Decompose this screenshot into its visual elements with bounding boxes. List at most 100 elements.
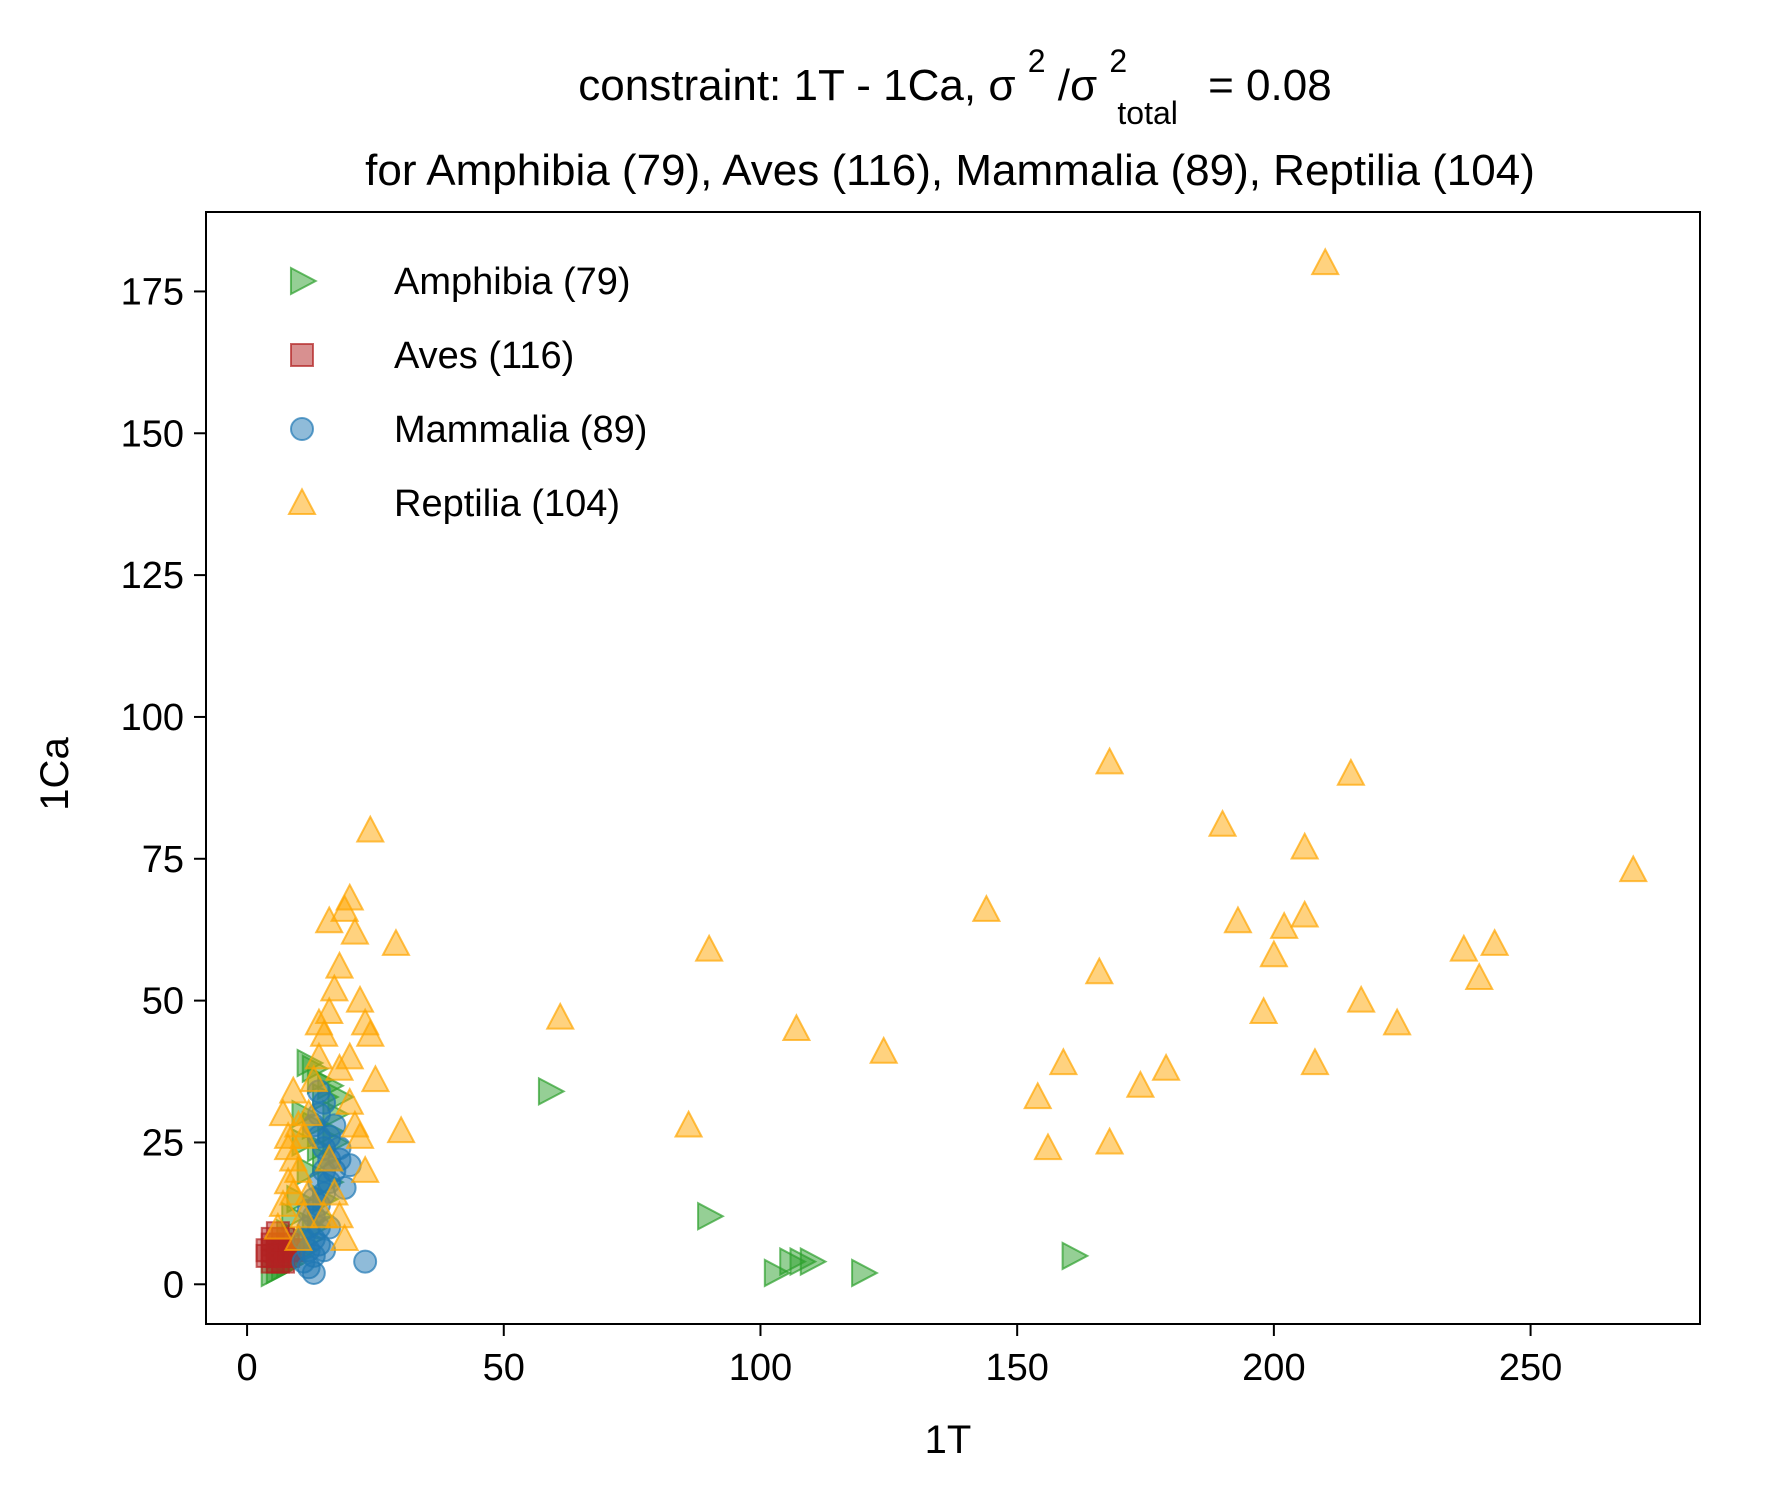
title-sub: total [1117, 95, 1177, 131]
series-group [263, 247, 1648, 1251]
x-tick-label: 100 [729, 1347, 792, 1389]
chart-title: constraint: 1T - 1Ca, σ 2 /σ 2 total = 0… [578, 33, 1331, 134]
data-point [324, 950, 355, 979]
legend-marker [287, 487, 317, 516]
legend-label: Mammalia (89) [394, 409, 647, 451]
data-point [283, 1223, 314, 1251]
data-point [1464, 962, 1494, 990]
title-sup1: 2 [1028, 43, 1046, 79]
data-point [322, 1113, 347, 1138]
plot-frame [205, 211, 1701, 1325]
data-point [268, 1098, 298, 1127]
data-point [386, 1115, 416, 1144]
y-tick-label: 50 [142, 981, 184, 1023]
data-point [299, 1064, 329, 1093]
data-point [1151, 1052, 1181, 1081]
data-point [869, 1035, 899, 1064]
data-point [335, 1041, 365, 1070]
data-point [1336, 757, 1366, 786]
data-point [1084, 956, 1114, 985]
series-group [255, 1221, 306, 1274]
data-point [294, 1177, 324, 1206]
title-suffix: = 0.08 [1208, 61, 1332, 110]
data-point [304, 1007, 334, 1036]
data-point [1094, 746, 1125, 775]
x-tick-label: 50 [483, 1347, 525, 1389]
data-point [314, 905, 344, 934]
data-point [1223, 905, 1253, 934]
y-tick-label: 25 [142, 1122, 184, 1164]
data-point [537, 1076, 566, 1107]
data-point [1382, 1007, 1412, 1036]
data-point [1269, 911, 1299, 939]
y-tick-label: 125 [121, 555, 184, 597]
data-point [263, 1211, 293, 1240]
data-point [1310, 247, 1340, 276]
data-point [355, 814, 385, 843]
data-point [1300, 1047, 1330, 1076]
data-point [381, 928, 411, 956]
data-point [1094, 1126, 1125, 1155]
data-point [319, 973, 350, 1002]
data-point [1023, 1081, 1053, 1110]
data-point [673, 1109, 704, 1138]
data-point [319, 1177, 350, 1206]
data-point [1290, 831, 1320, 860]
data-point [278, 1075, 308, 1104]
plot-area: 0 50 100 150 200 250 0 25 50 75 100 125 150 175 Amphib… [121, 211, 1701, 1389]
data-point [1346, 984, 1376, 1013]
y-tick-label: 100 [121, 697, 184, 739]
data-point [971, 894, 1002, 922]
data-point [304, 1041, 334, 1070]
data-point [1479, 928, 1510, 956]
data-point [283, 1155, 314, 1183]
legend: Amphibia (79) Aves (116) Mammalia (89) Rept… [287, 261, 647, 525]
data-point [1259, 939, 1289, 968]
data-point [335, 1086, 365, 1115]
legend-label: Aves (116) [394, 335, 574, 377]
data-point [309, 1200, 339, 1229]
data-point [1033, 1132, 1063, 1161]
y-tick-label: 0 [163, 1264, 184, 1306]
data-point [1290, 899, 1320, 928]
data-point [763, 1258, 792, 1288]
data-point [288, 1200, 319, 1229]
data-point [350, 1155, 380, 1183]
data-point [355, 1018, 385, 1047]
data-point [345, 984, 375, 1013]
x-axis-label: 1T [925, 1418, 972, 1462]
data-point [335, 882, 365, 911]
x-tick-label: 250 [1499, 1347, 1562, 1389]
data-point [353, 1249, 378, 1274]
data-point [697, 1201, 725, 1231]
y-tick-label: 75 [142, 839, 184, 881]
y-tick-label: 150 [121, 413, 184, 455]
title-prefix: constraint: 1T - 1Ca, σ [578, 61, 1015, 110]
legend-marker [290, 417, 314, 441]
data-point [314, 1143, 344, 1172]
x-tick-label: 200 [1242, 1347, 1305, 1389]
data-point [329, 1223, 360, 1251]
data-point [360, 1064, 391, 1093]
data-point [294, 1098, 324, 1127]
legend-marker [289, 266, 318, 296]
legend-marker [290, 343, 314, 367]
data-point [1248, 996, 1279, 1025]
legend-label: Amphibia (79) [394, 261, 631, 303]
data-point [340, 916, 370, 945]
data-point [260, 1249, 285, 1274]
data-point [345, 1120, 375, 1149]
data-point [1048, 1047, 1079, 1076]
data-point [799, 1246, 828, 1277]
legend-label: Reptilia (104) [394, 483, 620, 525]
title-mid: /σ [1058, 61, 1097, 110]
data-point [694, 933, 724, 962]
data-point [1061, 1241, 1090, 1271]
data-point [851, 1258, 879, 1288]
data-point [306, 1232, 331, 1257]
data-point [1449, 933, 1479, 962]
data-point [1618, 854, 1648, 883]
x-tick-label: 150 [985, 1347, 1048, 1389]
